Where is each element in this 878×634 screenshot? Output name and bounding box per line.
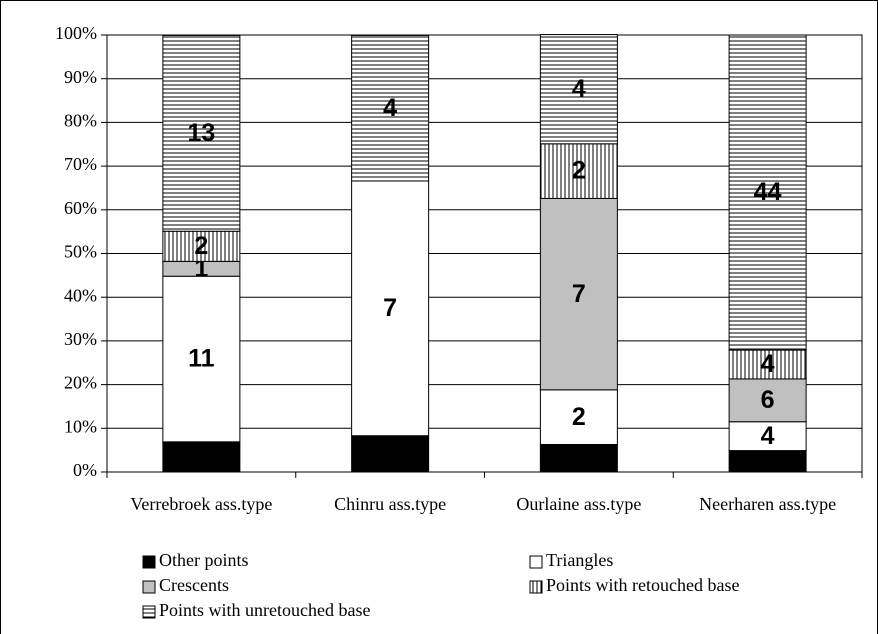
y-tick-label: 60% [64, 198, 97, 218]
bar-segment [351, 435, 430, 473]
value-label: 44 [754, 178, 782, 206]
y-tick-label: 70% [64, 154, 97, 174]
value-label: 11 [188, 345, 215, 373]
bar-segment [539, 34, 618, 145]
y-tick-label: 100% [55, 23, 97, 43]
legend-swatch [142, 580, 156, 594]
legend-swatch [529, 555, 543, 569]
bar-segment [728, 378, 807, 423]
bar-segment [539, 443, 618, 473]
legend-swatch [529, 580, 543, 594]
y-tick-label: 90% [64, 67, 97, 87]
x-tick-label: Neerharen ass.type [699, 494, 836, 514]
bar-segment [351, 34, 430, 182]
value-label: 7 [383, 294, 397, 322]
legend-swatch [142, 605, 156, 619]
value-label: 2 [572, 403, 586, 431]
bar-segment [351, 180, 430, 437]
bar-segment [728, 450, 807, 473]
y-tick-label: 20% [64, 373, 97, 393]
bar-segment [728, 34, 807, 351]
value-label: 4 [761, 422, 775, 450]
x-tick-label: Ourlaine ass.type [516, 494, 641, 514]
bar-segment [162, 230, 241, 262]
bar-segment [728, 349, 807, 380]
legend-label: Other points [159, 550, 249, 570]
y-tick-label: 30% [64, 329, 97, 349]
x-tick-label: Verrebroek ass.type [130, 494, 272, 514]
legend-label: Points with unretouched base [159, 600, 370, 620]
value-label: 4 [383, 94, 397, 122]
legend-label: Crescents [159, 575, 229, 595]
y-tick-label: 10% [64, 416, 97, 436]
bar-segment [539, 197, 618, 391]
legend-label: Triangles [546, 550, 613, 570]
y-tick-label: 80% [64, 111, 97, 131]
bar-segment [162, 441, 241, 473]
x-tick-label: Chinru ass.type [334, 494, 446, 514]
y-tick-label: 50% [64, 242, 97, 262]
value-label: 2 [572, 157, 586, 185]
value-label: 6 [761, 386, 775, 414]
bar-segment [539, 389, 618, 445]
bar-segment [162, 34, 241, 232]
value-label: 2 [194, 232, 208, 260]
bar-segment [162, 275, 241, 443]
y-tick-label: 0% [73, 460, 97, 480]
legend-swatch [142, 555, 156, 569]
bar-segment [728, 421, 807, 452]
value-label: 13 [187, 119, 215, 147]
value-label: 4 [572, 75, 586, 103]
y-tick-label: 40% [64, 285, 97, 305]
value-label: 7 [572, 280, 586, 308]
legend-label: Points with retouched base [546, 575, 739, 595]
value-label: 4 [761, 350, 775, 378]
